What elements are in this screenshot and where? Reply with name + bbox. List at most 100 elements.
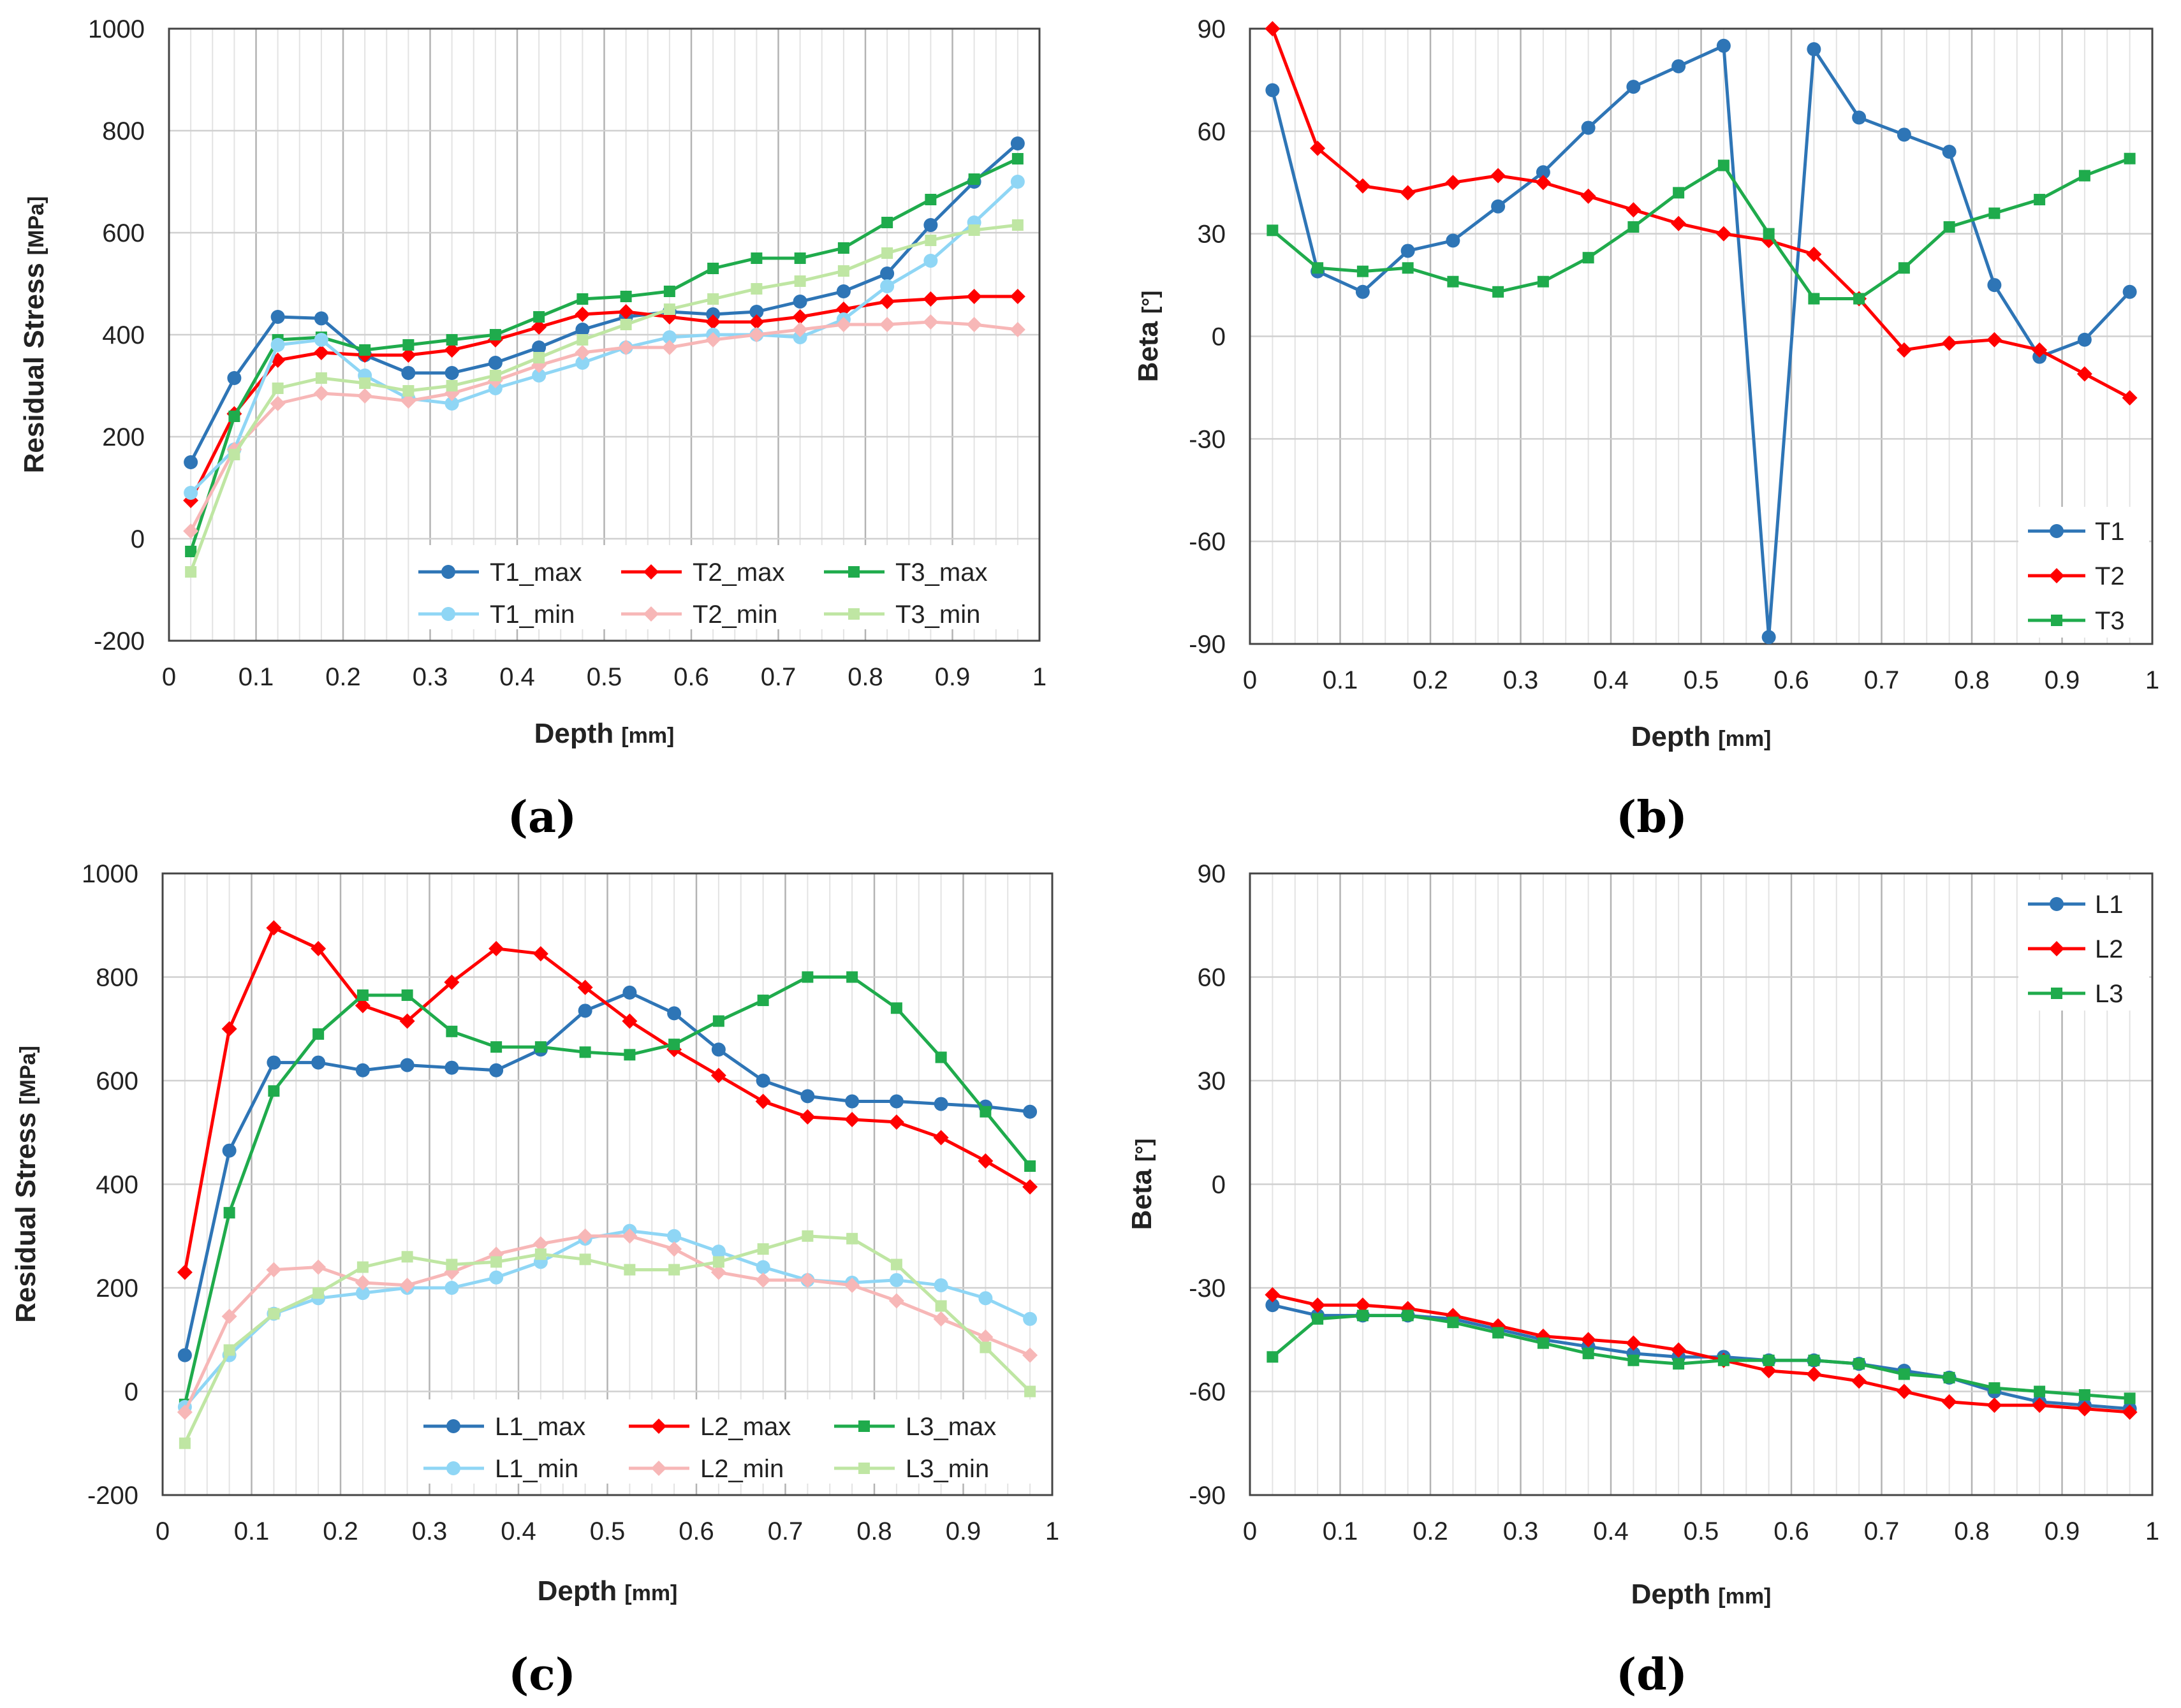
data-point-T3_min <box>359 377 371 389</box>
data-point-L2_max <box>266 920 282 936</box>
data-point-L3 <box>1673 1358 1685 1370</box>
data-point-L1_min <box>934 1278 948 1292</box>
data-point-L1_min <box>489 1270 504 1285</box>
x-tick-label: 0 <box>1243 666 1257 694</box>
data-point-T3 <box>1898 262 1910 274</box>
y-axis-unit: [MPa] <box>16 1046 40 1105</box>
data-point-L2 <box>1355 1297 1370 1313</box>
data-point-L2_max <box>311 940 327 956</box>
data-point-T3 <box>1492 286 1504 298</box>
data-point-L2_min <box>266 1262 282 1278</box>
x-tick-label: 0 <box>162 663 176 691</box>
data-point-T3_max <box>794 252 806 264</box>
data-point-T2 <box>1715 226 1731 242</box>
y-tick-label: 30 <box>1198 1067 1226 1095</box>
data-point-T3 <box>2034 194 2046 206</box>
data-point-L3_max <box>890 1002 902 1014</box>
data-point-L3_max <box>401 989 413 1001</box>
data-point-L2_min <box>933 1311 949 1327</box>
legend-entry: T2_min <box>693 601 777 629</box>
data-point-L1_max <box>355 1063 370 1077</box>
data-point-T1 <box>2077 332 2092 347</box>
data-point-T3_max <box>663 286 675 297</box>
data-point-L1_max <box>578 1004 592 1018</box>
y-tick-label: 200 <box>96 1274 138 1303</box>
data-point-T1_min <box>270 338 285 352</box>
data-point-T3_min <box>576 334 589 346</box>
y-tick-label: 90 <box>1198 15 1226 43</box>
legend-swatch-marker <box>858 1463 870 1474</box>
legend-swatch-marker <box>446 1419 460 1433</box>
data-point-T3_max <box>1011 153 1024 164</box>
data-point-T2_min <box>879 317 895 332</box>
data-point-T3_min <box>315 372 327 384</box>
data-point-L3_max <box>624 1049 636 1061</box>
y-tick-label: -90 <box>1189 1482 1226 1510</box>
legend-swatch-marker <box>643 564 659 580</box>
x-tick-label: 0.3 <box>1503 1517 1539 1545</box>
data-point-T1 <box>1626 80 1641 94</box>
data-point-L2_min <box>978 1329 994 1345</box>
legend-entry: L1_min <box>495 1455 578 1483</box>
x-tick-label: 0.7 <box>768 1517 804 1545</box>
data-point-L3_max <box>312 1028 325 1040</box>
data-point-L3_min <box>446 1259 458 1271</box>
data-point-L2 <box>1986 1398 2002 1413</box>
data-point-L1_min <box>355 1286 370 1301</box>
data-point-L3_max <box>490 1041 503 1053</box>
data-point-L3_min <box>802 1230 814 1242</box>
data-point-L1_max <box>756 1074 770 1088</box>
x-tick-label: 0.5 <box>587 663 622 691</box>
data-point-T2 <box>1310 140 1326 156</box>
data-point-T3 <box>1312 262 1324 274</box>
data-point-T1 <box>1400 244 1415 258</box>
legend-swatch-marker <box>2050 524 2064 538</box>
legend-swatch-marker <box>441 565 455 579</box>
legend-entry: L1 <box>2095 891 2124 919</box>
data-point-T1_min <box>923 254 938 268</box>
data-point-L3 <box>1808 1354 1820 1366</box>
data-point-T2_min <box>705 332 721 347</box>
data-point-L2_min <box>532 1236 548 1252</box>
data-point-L2_max <box>755 1093 771 1109</box>
data-point-L2_max <box>933 1130 949 1146</box>
legend-background <box>412 545 1033 629</box>
data-point-L3 <box>1853 1358 1865 1370</box>
data-point-T1 <box>1536 165 1550 180</box>
data-point-T2_min <box>749 327 765 342</box>
data-point-T3_min <box>533 352 545 363</box>
data-point-L2_min <box>399 1277 415 1293</box>
data-point-T2 <box>1355 178 1370 194</box>
data-point-T2 <box>1806 246 1822 262</box>
y-tick-label: 60 <box>1198 118 1226 146</box>
data-point-T3 <box>1763 228 1775 240</box>
data-point-T2 <box>1490 168 1506 184</box>
data-point-L3_min <box>757 1243 769 1255</box>
data-point-L2_max <box>888 1114 904 1130</box>
data-point-T2_max <box>1010 289 1025 304</box>
data-point-L3 <box>1627 1354 1640 1366</box>
series-line-T3_max <box>189 157 1018 552</box>
data-point-L2 <box>1851 1373 1867 1389</box>
x-axis-label: Depth <box>1631 721 1711 752</box>
panel-caption: (d) <box>1616 1649 1687 1700</box>
chart-a: 0 0.1 0.2 0.3 0.4 0.5 0.6 0.7 0.8 0.9 1 -200 0 200 400… <box>18 15 1046 843</box>
data-point-T2_min <box>835 317 851 332</box>
series-L1_max <box>177 985 1038 1362</box>
data-point-T3_max <box>576 293 589 305</box>
data-point-T3_min <box>402 385 415 397</box>
data-point-L2_min <box>710 1264 726 1280</box>
series-line-L2 <box>1272 1293 2130 1414</box>
series-L3_min <box>179 1230 1036 1449</box>
data-point-T3_max <box>228 411 240 422</box>
series-L2_max <box>177 920 1038 1280</box>
data-point-T2 <box>2122 390 2138 405</box>
data-point-T1_max <box>793 295 807 309</box>
x-axis-title: Depth [mm] <box>1631 721 1772 752</box>
x-tick-label: 0.1 <box>1323 1517 1358 1545</box>
data-point-L1_min <box>444 1281 459 1295</box>
data-point-L1_min <box>889 1273 904 1287</box>
data-point-L3 <box>1402 1310 1414 1322</box>
panel-caption: (b) <box>1616 792 1687 843</box>
y-axis-title: Residual Stress [MPa] <box>10 1046 41 1323</box>
